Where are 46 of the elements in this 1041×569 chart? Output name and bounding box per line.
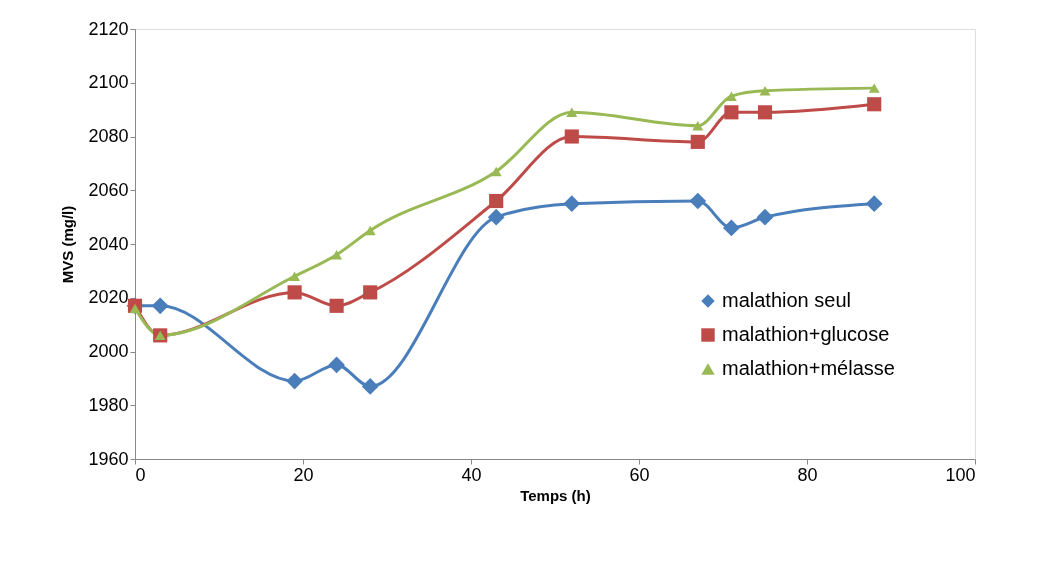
y-tick-label: 1960 [88, 448, 129, 469]
y-tick-label: 2120 [88, 18, 129, 39]
point [724, 105, 739, 120]
y-tick-label: 2000 [88, 341, 129, 361]
point [723, 219, 740, 237]
point [489, 193, 504, 209]
point [328, 356, 345, 374]
x-tick-label: 40 [461, 464, 482, 485]
point [689, 192, 707, 210]
point [690, 134, 705, 149]
y-tick-label: 2020 [88, 287, 129, 308]
point [329, 298, 344, 313]
y-tick-label: 2080 [88, 126, 129, 146]
point [361, 378, 379, 395]
x-axis-title: Temps (h) [520, 486, 591, 504]
legend-label: malathion+mélasse [722, 357, 895, 379]
point [289, 271, 301, 281]
point [364, 225, 376, 236]
x-tick-label: 100 [945, 464, 976, 485]
y-tick-label: 1980 [88, 394, 129, 415]
x-tick-label: 20 [293, 464, 314, 485]
point [286, 372, 303, 390]
point [490, 166, 502, 177]
point [363, 285, 378, 300]
y-tick-label: 2040 [88, 233, 129, 254]
legend-label: malathion seul [722, 289, 851, 311]
point [566, 107, 578, 118]
point [759, 86, 771, 96]
point [865, 195, 883, 213]
point [867, 97, 882, 112]
x-tick-label: 0 [135, 464, 146, 485]
point [487, 208, 505, 226]
point [563, 195, 581, 213]
y-tick-label: 2060 [88, 179, 129, 200]
x-tick-label: 60 [629, 464, 650, 485]
point [151, 297, 169, 315]
x-tick-label: 80 [797, 464, 818, 485]
point [287, 285, 302, 300]
legend-label: malathion+glucose [722, 323, 890, 345]
y-axis-title: MVS (mg/l) [59, 205, 77, 284]
point [757, 105, 773, 120]
point [756, 208, 774, 226]
point [692, 121, 704, 131]
point [868, 83, 880, 93]
y-tick-label: 2100 [88, 72, 129, 93]
point [564, 129, 579, 144]
